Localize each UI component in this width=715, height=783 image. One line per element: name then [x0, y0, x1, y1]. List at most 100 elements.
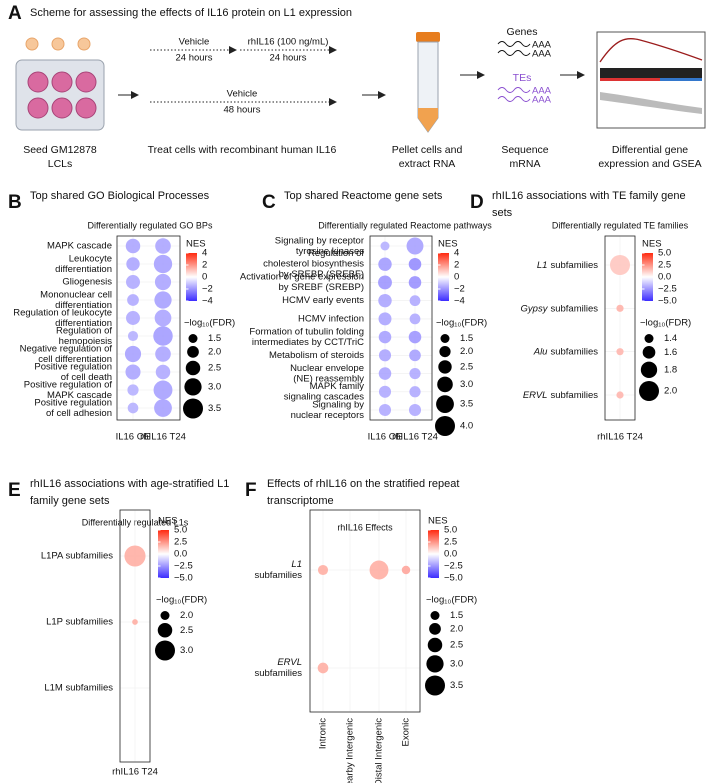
size-key [430, 611, 440, 620]
column-label: rhIL16 T24 [597, 432, 643, 443]
legend-title: NES [186, 239, 206, 250]
dot [378, 349, 392, 362]
row-label: Metabolism of steroids [269, 350, 364, 361]
dot [409, 349, 421, 362]
row-label: Gypsy subfamilies [521, 303, 599, 314]
treatment-label: Vehicle [227, 89, 258, 100]
column-label: Distal Intergenic [374, 718, 385, 783]
dot [616, 304, 624, 312]
dot [126, 257, 140, 271]
column-label: Nearby Intergenic [345, 718, 356, 783]
panel-letter: C [262, 192, 276, 213]
size-key [642, 346, 656, 359]
step-label: mRNA [510, 158, 541, 170]
plot-frame [309, 509, 421, 713]
size-key [155, 640, 175, 661]
row-label: Leukocyte [69, 253, 112, 264]
size-key-label: 1.5 [450, 610, 463, 621]
panel-letter: D [470, 192, 484, 213]
size-key-label: 2.5 [460, 361, 473, 372]
legend-title: −log₁₀(FDR) [156, 595, 207, 606]
dot [153, 380, 173, 400]
row-label: Formation of tubulin folding [249, 326, 364, 337]
color-tick-label: 4 [454, 248, 459, 259]
row-label: Signaling by [312, 399, 364, 410]
row-label: differentiation [55, 318, 112, 329]
plot-frame [604, 235, 636, 421]
scheme: A Scheme for assessing the effects of IL… [8, 3, 706, 170]
row-label: Regulation of leukocyte [13, 307, 112, 318]
size-key-label: 2.0 [450, 623, 463, 634]
size-key-label: 3.5 [450, 680, 463, 691]
color-tick-label: 2.5 [174, 537, 187, 548]
dot [126, 275, 140, 289]
color-tick-label: 5.0 [658, 248, 671, 259]
gsea-icon [596, 31, 706, 129]
color-tick-label: −4 [454, 296, 465, 307]
row-label: Regulation of [56, 325, 112, 336]
color-tick-label: 2 [202, 260, 207, 271]
color-bar [428, 530, 439, 578]
panel-title: sets [492, 207, 513, 219]
color-bar [438, 253, 449, 301]
plate-icon [15, 37, 105, 131]
panel-letter: F [245, 480, 257, 501]
size-key [438, 360, 452, 374]
row-label: HCMV infection [298, 313, 364, 324]
color-tick-label: −2.5 [444, 561, 463, 572]
size-key [436, 395, 454, 413]
row-label: L1P subfamilies [46, 617, 113, 628]
legend-title: NES [158, 516, 178, 527]
color-bar [186, 253, 197, 301]
color-tick-label: 4 [202, 248, 207, 259]
tes-label: TEs [513, 72, 532, 84]
row-label: cholesterol biosynthesis [263, 259, 364, 270]
row-label-family: Alu [533, 346, 548, 357]
dot [401, 565, 411, 575]
color-tick-label: −2.5 [174, 561, 193, 572]
size-key-label: 2.5 [450, 640, 463, 651]
legend-title: NES [642, 239, 662, 250]
panel-title: Top shared GO Biological Processes [30, 190, 210, 202]
color-bar [158, 530, 169, 578]
dot [124, 345, 142, 363]
color-tick-label: −2.5 [658, 284, 677, 295]
size-key [426, 655, 444, 673]
dot [409, 367, 421, 380]
treatment-time: 24 hours [176, 53, 213, 64]
row-label: Regulation of [308, 248, 364, 259]
dot [409, 386, 421, 398]
color-tick-label: −2 [454, 284, 465, 295]
row-label: MAPK family [310, 381, 365, 392]
row-label-suffix: subfamilies [550, 303, 598, 314]
dot [125, 364, 141, 380]
size-key [187, 346, 199, 358]
size-key-label: 2.5 [208, 363, 221, 374]
row-label: subfamilies [254, 570, 302, 581]
row-label: ERVL subfamilies [523, 390, 598, 401]
color-tick-label: 2.5 [444, 537, 457, 548]
size-key-label: 3.5 [208, 403, 221, 414]
size-key-label: 3.0 [450, 658, 463, 669]
tube-icon [416, 32, 440, 133]
row-label: Nuclear envelope [290, 363, 364, 374]
color-tick-label: 0 [454, 272, 459, 283]
row-label: of cell death [61, 372, 112, 383]
color-tick-label: 5.0 [444, 525, 457, 536]
dot [409, 295, 421, 307]
color-tick-label: −5.0 [444, 573, 463, 584]
row-label: Negative regulation of [20, 343, 113, 354]
treatment-time: 24 hours [270, 53, 307, 64]
dot [124, 545, 146, 567]
row-label: Mononuclear cell [40, 289, 112, 300]
panel-title: transcriptome [267, 495, 334, 507]
column-label: rhIL16 T24 [112, 767, 158, 778]
column-label: rhIL16 T24 [140, 432, 186, 443]
color-bar [642, 253, 653, 301]
transcript [497, 50, 531, 56]
plot-frame [116, 235, 181, 421]
dot [127, 402, 139, 414]
size-key-label: 2.0 [208, 346, 221, 357]
row-label: Positive regulation [34, 397, 112, 408]
row-label: intermediates by CCT/TriC [252, 337, 364, 348]
